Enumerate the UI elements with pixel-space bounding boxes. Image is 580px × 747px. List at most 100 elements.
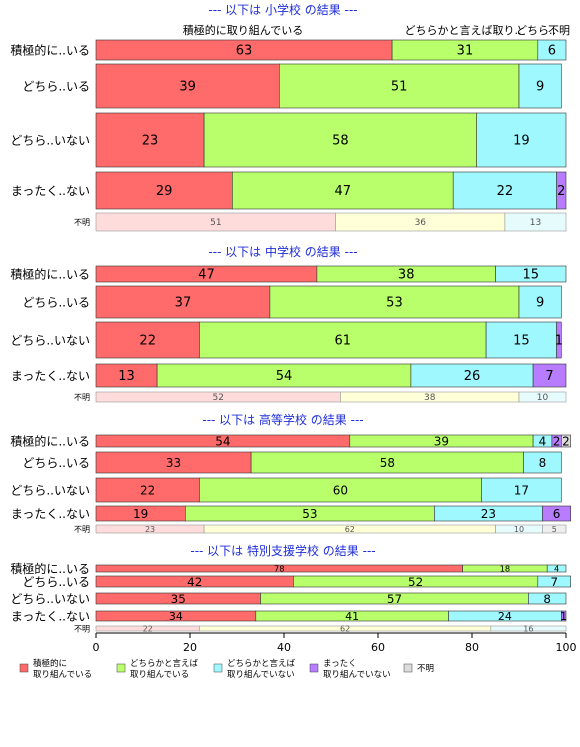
x-tick-label: 80 <box>465 641 479 654</box>
panel-title: --- 以下は 中学校 の結果 --- <box>208 244 357 259</box>
bar-dochira-inai-s3 <box>481 477 562 503</box>
data-label: 23 <box>481 507 496 521</box>
data-label: 4 <box>554 563 559 573</box>
data-label: 42 <box>187 575 202 589</box>
data-label: 6 <box>553 507 561 521</box>
column-header: 不明 <box>548 24 570 37</box>
data-label: 51 <box>210 218 221 228</box>
data-label: 9 <box>536 80 544 95</box>
row-label: 不明 <box>74 218 90 227</box>
data-label: 16 <box>523 624 533 633</box>
data-label: 60 <box>333 483 348 497</box>
bar-dochira-inai-s2 <box>199 477 482 503</box>
data-label: 7 <box>550 575 558 589</box>
row-label: どちら..いる <box>22 575 90 589</box>
bar-dochira-inai-s1 <box>95 112 205 168</box>
x-tick-label: 40 <box>277 641 291 654</box>
column-header: どちら.. <box>516 24 556 37</box>
row-label: どちら..いない <box>10 483 90 497</box>
data-label: 2 <box>553 434 561 448</box>
legend-swatch <box>309 663 319 673</box>
panel-title: --- 以下は 高等学校 の結果 --- <box>202 412 363 427</box>
data-label: 23 <box>145 525 155 534</box>
data-label: 22 <box>143 624 153 633</box>
bar-mattaku-s4 <box>532 363 567 388</box>
data-label: 10 <box>537 393 549 403</box>
data-label: 8 <box>543 592 551 606</box>
bar-dochira-inai-s2 <box>199 321 487 359</box>
bar-dochira-iru-s3 <box>537 575 571 588</box>
legend-swatch <box>213 663 223 673</box>
data-label: 39 <box>434 434 449 448</box>
bar-dochira-iru-s1 <box>95 285 271 319</box>
data-label: 36 <box>415 218 427 228</box>
legend-swatch <box>403 663 413 673</box>
column-header: どちらかと言えば取り.. <box>405 24 522 37</box>
data-label: 62 <box>345 525 355 534</box>
data-label: 22 <box>139 334 156 349</box>
data-label: 1 <box>560 610 567 623</box>
bar-fumei-s3 <box>518 391 567 403</box>
data-label: 54 <box>215 434 230 448</box>
bar-dochira-inai-s3 <box>485 321 557 359</box>
data-label: 62 <box>340 624 350 633</box>
data-label: 29 <box>156 184 173 199</box>
bar-dochira-iru-s3 <box>518 285 562 319</box>
bar-dochira-inai-s2 <box>203 112 478 168</box>
x-tick-label: 100 <box>556 641 577 654</box>
legend-swatch <box>116 663 126 673</box>
data-label: 54 <box>276 369 293 384</box>
data-label: 8 <box>539 456 547 470</box>
bar-dochira-iru-s2 <box>278 63 520 109</box>
row-label: どちら..いる <box>22 295 90 309</box>
row-label: 積極的に..いる <box>10 42 90 57</box>
legend-label: 取り組んでいる <box>130 669 189 680</box>
row-label: 不明 <box>74 624 90 633</box>
data-label: 61 <box>334 334 351 349</box>
row-label: どちら..いる <box>22 79 90 93</box>
x-tick-label: 0 <box>93 641 100 654</box>
data-label: 31 <box>457 44 474 59</box>
x-tick-label: 60 <box>371 641 385 654</box>
bar-fumei-s3 <box>490 625 567 632</box>
panel-title: --- 以下は 特別支援学校 の結果 --- <box>190 543 375 558</box>
legend-label: 取り組んでいない <box>323 669 391 680</box>
row-label: 不明 <box>74 525 90 534</box>
data-label: 34 <box>169 610 183 623</box>
data-label: 38 <box>398 268 415 283</box>
legend-label: どちらかと言えば <box>130 658 199 669</box>
bar-fumei-s3 <box>504 212 567 232</box>
row-label: 積極的に..いる <box>10 561 90 576</box>
data-label: 15 <box>513 334 530 349</box>
row-label: まったく..ない <box>11 507 90 521</box>
row-label: どちら..いない <box>10 133 90 147</box>
legend-label: 取り組んでいない <box>227 669 295 680</box>
data-label: 13 <box>530 218 541 228</box>
legend-label: どちらかと言えば <box>227 658 296 669</box>
data-label: 47 <box>198 268 215 283</box>
data-label: 63 <box>236 44 253 59</box>
panel-title: --- 以下は 小学校 の結果 --- <box>208 2 357 17</box>
legend-label: 積極的に <box>33 658 67 669</box>
bar-dochira-inai-s4 <box>556 321 562 359</box>
data-label: 15 <box>522 268 539 283</box>
x-tick-label: 20 <box>183 641 197 654</box>
bar-dochira-inai-s3 <box>476 112 567 168</box>
data-label: 2 <box>562 434 570 448</box>
bar-dochira-iru-s3 <box>523 451 562 474</box>
bar-fumei-s5 <box>542 524 567 534</box>
legend-label: 取り組んでいる <box>33 669 92 680</box>
data-label: 6 <box>548 44 556 59</box>
data-label: 37 <box>175 296 192 311</box>
row-label: 不明 <box>74 393 90 402</box>
data-label: 52 <box>212 393 223 403</box>
row-label: まったく..ない <box>11 369 90 383</box>
bar-mattaku-s4 <box>560 610 567 622</box>
data-label: 17 <box>514 483 529 497</box>
data-label: 47 <box>334 184 351 199</box>
data-label: 10 <box>514 525 524 534</box>
bar-mattaku-s3 <box>452 171 557 210</box>
column-header: 積極的に取り組んでいる <box>183 23 303 37</box>
data-label: 1 <box>555 334 563 349</box>
